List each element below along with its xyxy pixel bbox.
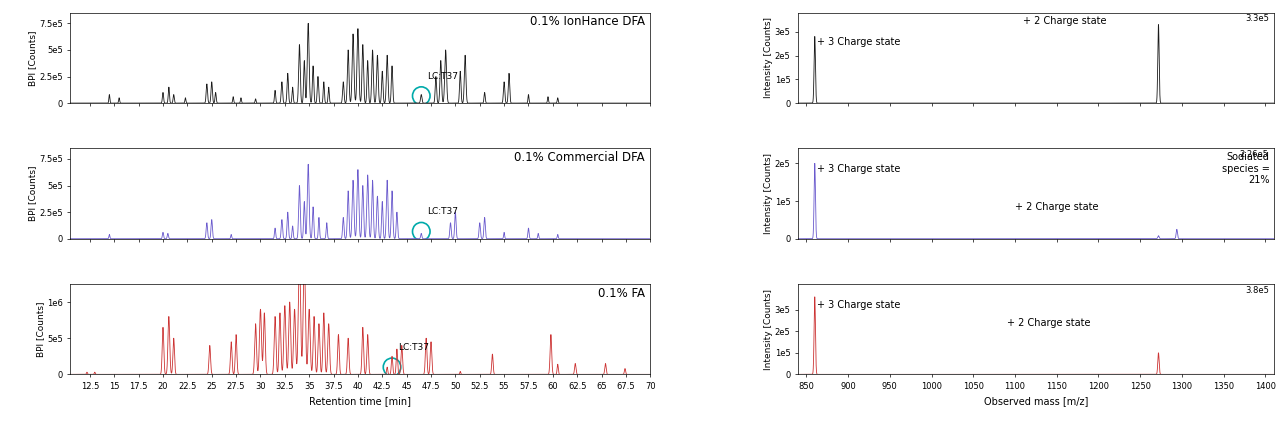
Y-axis label: BPI [Counts]: BPI [Counts] bbox=[28, 30, 37, 85]
Text: 0.1% IonHance DFA: 0.1% IonHance DFA bbox=[530, 15, 645, 28]
Text: 0.1% FA: 0.1% FA bbox=[598, 287, 645, 299]
Text: + 2 Charge state: + 2 Charge state bbox=[1006, 318, 1091, 328]
Text: + 2 Charge state: + 2 Charge state bbox=[1015, 202, 1098, 212]
Text: + 2 Charge state: + 2 Charge state bbox=[1023, 16, 1107, 26]
Y-axis label: BPI [Counts]: BPI [Counts] bbox=[37, 302, 46, 357]
Text: LC:T37: LC:T37 bbox=[398, 343, 429, 352]
Text: 3.3e5: 3.3e5 bbox=[1245, 14, 1268, 24]
Text: B: B bbox=[727, 0, 741, 3]
Text: Sodiated
species =
21%: Sodiated species = 21% bbox=[1221, 152, 1270, 185]
Y-axis label: Intensity [Counts]: Intensity [Counts] bbox=[764, 153, 773, 234]
Y-axis label: Intensity [Counts]: Intensity [Counts] bbox=[764, 17, 773, 99]
Text: + 3 Charge state: + 3 Charge state bbox=[817, 300, 901, 310]
Text: 0.1% Commercial DFA: 0.1% Commercial DFA bbox=[513, 151, 645, 164]
Text: + 3 Charge state: + 3 Charge state bbox=[817, 164, 901, 174]
Y-axis label: Intensity [Counts]: Intensity [Counts] bbox=[764, 288, 773, 370]
Text: + 3 Charge state: + 3 Charge state bbox=[817, 37, 901, 47]
Text: LC:T37: LC:T37 bbox=[428, 207, 458, 216]
Y-axis label: BPI [Counts]: BPI [Counts] bbox=[28, 166, 37, 221]
Text: LC:T37: LC:T37 bbox=[428, 71, 458, 80]
X-axis label: Retention time [min]: Retention time [min] bbox=[310, 396, 411, 407]
X-axis label: Observed mass [m/z]: Observed mass [m/z] bbox=[983, 396, 1088, 407]
Text: 3.8e5: 3.8e5 bbox=[1245, 286, 1268, 295]
Text: A: A bbox=[13, 0, 28, 3]
Text: 2.26e5: 2.26e5 bbox=[1240, 150, 1268, 159]
